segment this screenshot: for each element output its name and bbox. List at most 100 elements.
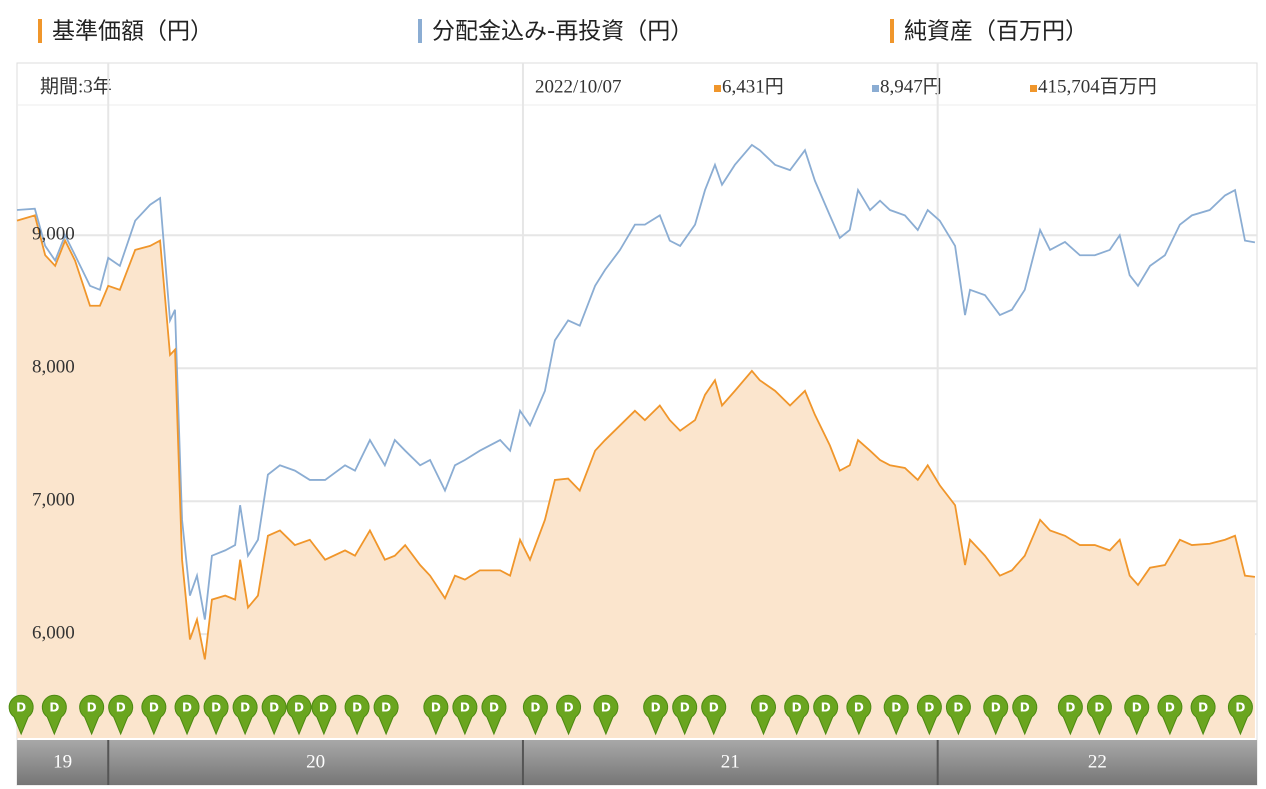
dividend-label: D bbox=[651, 701, 661, 715]
header-swatch bbox=[714, 85, 721, 92]
dividend-pin bbox=[1157, 694, 1183, 736]
dividend-label: D bbox=[709, 701, 719, 715]
dividend-pin bbox=[883, 694, 909, 736]
dividend-pin bbox=[423, 694, 449, 736]
period-label: 期間:3年 bbox=[40, 75, 112, 97]
dividend-pin bbox=[945, 694, 971, 736]
dividend-label: D bbox=[601, 701, 611, 715]
dividend-label: D bbox=[1020, 701, 1030, 715]
dividend-pin bbox=[701, 694, 727, 736]
dividend-pin bbox=[672, 694, 698, 736]
dividend-pin bbox=[203, 694, 229, 736]
y-tick-label: 9,000 bbox=[32, 224, 75, 245]
year-label: 22 bbox=[1088, 751, 1107, 772]
legend-label: 分配金込み-再投資（円） bbox=[432, 19, 693, 45]
dividend-label: D bbox=[1065, 701, 1075, 715]
year-label: 21 bbox=[721, 751, 740, 772]
dividend-pin bbox=[8, 694, 34, 736]
dividend-label: D bbox=[460, 701, 470, 715]
dividend-pin bbox=[79, 694, 105, 736]
dividend-pin bbox=[983, 694, 1009, 736]
latest-value: 415,704百万円 bbox=[1038, 76, 1157, 97]
legend-swatch bbox=[418, 19, 422, 43]
dividend-pin bbox=[1124, 694, 1150, 736]
dividend-label: D bbox=[431, 701, 441, 715]
year-label: 19 bbox=[53, 751, 72, 772]
dividend-label: D bbox=[564, 701, 574, 715]
area bbox=[17, 215, 1255, 738]
dividend-pin bbox=[916, 694, 942, 736]
dividend-pin bbox=[311, 694, 337, 736]
dividend-pin bbox=[750, 694, 776, 736]
dividend-label: D bbox=[891, 701, 901, 715]
dividend-label: D bbox=[953, 701, 963, 715]
year-label: 20 bbox=[306, 751, 325, 772]
dividend-label: D bbox=[991, 701, 1001, 715]
dividend-pin bbox=[1190, 694, 1216, 736]
legend-swatch bbox=[38, 19, 42, 43]
dividend-pin bbox=[1227, 694, 1253, 736]
dividend-label: D bbox=[821, 701, 831, 715]
dividend-label: D bbox=[1198, 701, 1208, 715]
dividend-pin bbox=[784, 694, 810, 736]
latest-value: 8,947円 bbox=[880, 76, 942, 97]
dividend-pin bbox=[344, 694, 370, 736]
dividend-label: D bbox=[1235, 701, 1245, 715]
header-swatch bbox=[1030, 85, 1037, 92]
dividend-pin bbox=[41, 694, 67, 736]
dividend-label: D bbox=[680, 701, 690, 715]
y-tick-label: 6,000 bbox=[32, 623, 75, 644]
dividend-label: D bbox=[924, 701, 934, 715]
legend-label: 純資産（百万円） bbox=[904, 19, 1088, 45]
dividend-pin bbox=[141, 694, 167, 736]
dividend-label: D bbox=[381, 701, 391, 715]
dividend-pin bbox=[593, 694, 619, 736]
dividend-label: D bbox=[87, 701, 97, 715]
dividend-label: D bbox=[489, 701, 499, 715]
dividend-label: D bbox=[1094, 701, 1104, 715]
date-label: 2022/10/07 bbox=[535, 76, 622, 97]
dividend-label: D bbox=[240, 701, 250, 715]
line bbox=[16, 214, 1256, 660]
dividend-pin bbox=[232, 694, 258, 736]
dividend-label: D bbox=[1132, 701, 1142, 715]
line bbox=[16, 143, 1256, 620]
dividend-label: D bbox=[16, 701, 26, 715]
dividend-pin bbox=[286, 694, 312, 736]
legend-label: 基準価額（円） bbox=[52, 19, 213, 45]
dividend-pin bbox=[481, 694, 507, 736]
header-swatch bbox=[872, 85, 879, 92]
dividend-label: D bbox=[182, 701, 192, 715]
dividend-label: D bbox=[149, 701, 159, 715]
dividend-pin bbox=[1057, 694, 1083, 736]
dividend-label: D bbox=[294, 701, 304, 715]
dividend-label: D bbox=[854, 701, 864, 715]
dividend-label: D bbox=[49, 701, 59, 715]
dividend-label: D bbox=[116, 701, 126, 715]
dividend-pin bbox=[1012, 694, 1038, 736]
dividend-label: D bbox=[792, 701, 802, 715]
y-tick-label: 8,000 bbox=[32, 357, 75, 378]
dividend-label: D bbox=[352, 701, 362, 715]
dividend-label: D bbox=[319, 701, 329, 715]
dividend-pin bbox=[261, 694, 287, 736]
dividend-label: D bbox=[759, 701, 769, 715]
legend-swatch bbox=[890, 19, 894, 43]
dividend-label: D bbox=[211, 701, 221, 715]
dividend-pin bbox=[174, 694, 200, 736]
dividend-pin bbox=[452, 694, 478, 736]
y-tick-label: 7,000 bbox=[32, 490, 75, 511]
dividend-pin bbox=[108, 694, 134, 736]
dividend-pin bbox=[373, 694, 399, 736]
dividend-label: D bbox=[1165, 701, 1175, 715]
dividend-label: D bbox=[269, 701, 279, 715]
latest-value: 6,431円 bbox=[722, 76, 784, 97]
dividend-pin bbox=[556, 694, 582, 736]
dividend-pin bbox=[522, 694, 548, 736]
dividend-pin bbox=[846, 694, 872, 736]
year-bar bbox=[17, 740, 1257, 785]
dividend-pin bbox=[1086, 694, 1112, 736]
dividend-pin bbox=[643, 694, 669, 736]
